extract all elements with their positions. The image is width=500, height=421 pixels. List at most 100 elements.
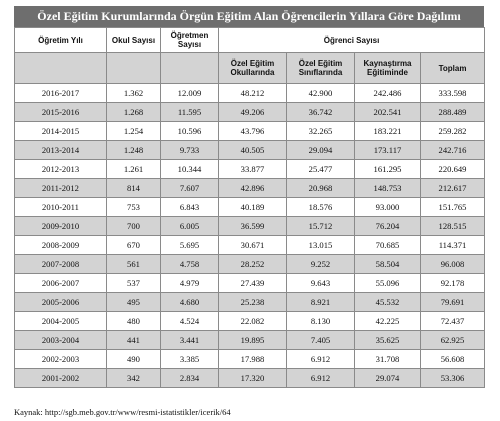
table-row: 2016-2017 1.362 12.009 48.212 42.900 242.486 3… bbox=[14, 83, 486, 103]
cell-year: 2012-2013 bbox=[14, 159, 107, 179]
cell-teachers: 10.596 bbox=[160, 121, 219, 141]
cell-special-schools: 48.212 bbox=[218, 83, 287, 103]
table-row: 2008-2009 670 5.695 30.671 13.015 70.685 114.3… bbox=[14, 235, 486, 255]
cell-total: 242.716 bbox=[419, 140, 486, 160]
cell-inclusive: 242.486 bbox=[354, 83, 421, 103]
table-row: 2003-2004 441 3.441 19.895 7.405 35.625 62.925 bbox=[14, 330, 486, 350]
statistics-table-container: Özel Eğitim Kurumlarında Örgün Eğitim Al… bbox=[14, 6, 486, 388]
cell-teachers: 6.005 bbox=[160, 216, 219, 236]
cell-year: 2003-2004 bbox=[14, 330, 107, 350]
table-row: 2006-2007 537 4.979 27.439 9.643 55.096 92.178 bbox=[14, 273, 486, 293]
table-row: 2015-2016 1.268 11.595 49.206 36.742 202.541 2… bbox=[14, 102, 486, 122]
cell-total: 259.282 bbox=[419, 121, 486, 141]
cell-teachers: 7.607 bbox=[160, 178, 219, 198]
cell-special-classes: 6.912 bbox=[286, 349, 355, 369]
source-note: Kaynak: http://sgb.meb.gov.tr/www/resmi-… bbox=[14, 407, 231, 417]
cell-teachers: 2.834 bbox=[160, 368, 219, 388]
cell-teachers: 4.524 bbox=[160, 311, 219, 331]
cell-schools: 670 bbox=[106, 235, 161, 255]
cell-total: 151.765 bbox=[419, 197, 486, 217]
cell-teachers: 5.695 bbox=[160, 235, 219, 255]
table-row: 2001-2002 342 2.834 17.320 6.912 29.074 53.306 bbox=[14, 368, 486, 388]
cell-special-classes: 36.742 bbox=[286, 102, 355, 122]
cell-year: 2009-2010 bbox=[14, 216, 107, 236]
cell-teachers: 12.009 bbox=[160, 83, 219, 103]
cell-inclusive: 76.204 bbox=[354, 216, 421, 236]
cell-teachers: 4.758 bbox=[160, 254, 219, 274]
header-teachers: Öğretmen Sayısı bbox=[160, 27, 219, 53]
cell-inclusive: 70.685 bbox=[354, 235, 421, 255]
header-year-blank bbox=[14, 52, 107, 84]
cell-special-schools: 30.671 bbox=[218, 235, 287, 255]
cell-schools: 753 bbox=[106, 197, 161, 217]
cell-teachers: 9.733 bbox=[160, 140, 219, 160]
cell-inclusive: 173.117 bbox=[354, 140, 421, 160]
header-schools: Okul Sayısı bbox=[106, 27, 161, 53]
cell-schools: 495 bbox=[106, 292, 161, 312]
cell-schools: 561 bbox=[106, 254, 161, 274]
header-schools-blank bbox=[106, 52, 161, 84]
cell-total: 333.598 bbox=[419, 83, 486, 103]
cell-teachers: 6.843 bbox=[160, 197, 219, 217]
cell-year: 2007-2008 bbox=[14, 254, 107, 274]
cell-special-classes: 15.712 bbox=[286, 216, 355, 236]
cell-special-classes: 20.968 bbox=[286, 178, 355, 198]
cell-special-schools: 19.895 bbox=[218, 330, 287, 350]
cell-schools: 1.254 bbox=[106, 121, 161, 141]
cell-schools: 342 bbox=[106, 368, 161, 388]
cell-special-schools: 27.439 bbox=[218, 273, 287, 293]
cell-special-classes: 9.252 bbox=[286, 254, 355, 274]
cell-year: 2010-2011 bbox=[14, 197, 107, 217]
cell-schools: 537 bbox=[106, 273, 161, 293]
cell-special-classes: 9.643 bbox=[286, 273, 355, 293]
cell-special-classes: 8.130 bbox=[286, 311, 355, 331]
cell-special-classes: 29.094 bbox=[286, 140, 355, 160]
cell-special-schools: 36.599 bbox=[218, 216, 287, 236]
cell-inclusive: 45.532 bbox=[354, 292, 421, 312]
cell-year: 2006-2007 bbox=[14, 273, 107, 293]
cell-special-schools: 40.505 bbox=[218, 140, 287, 160]
cell-special-schools: 49.206 bbox=[218, 102, 287, 122]
table-row: 2014-2015 1.254 10.596 43.796 32.265 183.221 2… bbox=[14, 121, 486, 141]
cell-special-schools: 28.252 bbox=[218, 254, 287, 274]
cell-special-classes: 42.900 bbox=[286, 83, 355, 103]
cell-schools: 441 bbox=[106, 330, 161, 350]
cell-schools: 1.362 bbox=[106, 83, 161, 103]
cell-year: 2008-2009 bbox=[14, 235, 107, 255]
table-row: 2005-2006 495 4.680 25.238 8.921 45.532 79.691 bbox=[14, 292, 486, 312]
cell-special-classes: 32.265 bbox=[286, 121, 355, 141]
cell-schools: 814 bbox=[106, 178, 161, 198]
cell-special-classes: 25.477 bbox=[286, 159, 355, 179]
cell-inclusive: 148.753 bbox=[354, 178, 421, 198]
cell-special-schools: 40.189 bbox=[218, 197, 287, 217]
cell-inclusive: 183.221 bbox=[354, 121, 421, 141]
cell-schools: 490 bbox=[106, 349, 161, 369]
cell-schools: 1.261 bbox=[106, 159, 161, 179]
cell-schools: 700 bbox=[106, 216, 161, 236]
cell-special-classes: 13.015 bbox=[286, 235, 355, 255]
cell-inclusive: 55.096 bbox=[354, 273, 421, 293]
cell-inclusive: 58.504 bbox=[354, 254, 421, 274]
cell-total: 62.925 bbox=[419, 330, 486, 350]
cell-inclusive: 29.074 bbox=[354, 368, 421, 388]
student-distribution-table: Öğretim Yılı Okul Sayısı Öğretmen Sayısı… bbox=[14, 27, 486, 388]
cell-total: 220.649 bbox=[419, 159, 486, 179]
header-inclusive-education: Kaynaştırma Eğitiminde bbox=[354, 52, 421, 84]
header-year: Öğretim Yılı bbox=[14, 27, 107, 53]
cell-schools: 480 bbox=[106, 311, 161, 331]
table-row: 2010-2011 753 6.843 40.189 18.576 93.000 151.7… bbox=[14, 197, 486, 217]
table-row: 2011-2012 814 7.607 42.896 20.968 148.753 212.… bbox=[14, 178, 486, 198]
header-special-classes: Özel Eğitim Sınıflarında bbox=[286, 52, 355, 84]
cell-inclusive: 93.000 bbox=[354, 197, 421, 217]
cell-total: 96.008 bbox=[419, 254, 486, 274]
cell-total: 72.437 bbox=[419, 311, 486, 331]
cell-inclusive: 35.625 bbox=[354, 330, 421, 350]
cell-inclusive: 42.225 bbox=[354, 311, 421, 331]
header-special-schools: Özel Eğitim Okullarında bbox=[218, 52, 287, 84]
cell-total: 53.306 bbox=[419, 368, 486, 388]
cell-year: 2014-2015 bbox=[14, 121, 107, 141]
table-row: 2002-2003 490 3.385 17.988 6.912 31.708 56.608 bbox=[14, 349, 486, 369]
table-row: 2004-2005 480 4.524 22.082 8.130 42.225 72.437 bbox=[14, 311, 486, 331]
cell-year: 2016-2017 bbox=[14, 83, 107, 103]
cell-special-classes: 6.912 bbox=[286, 368, 355, 388]
